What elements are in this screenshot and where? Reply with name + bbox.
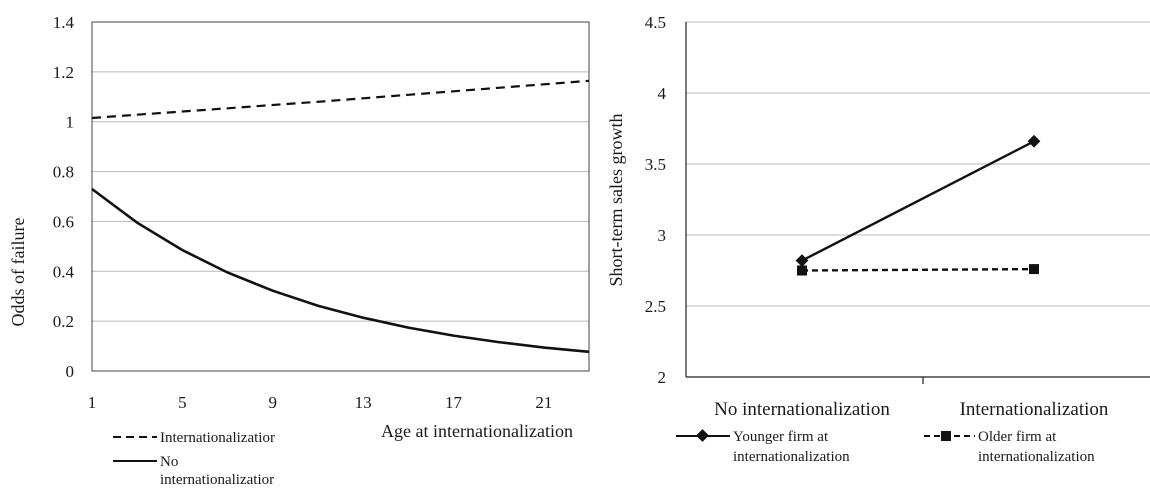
left-y-tick-label: 1 bbox=[66, 113, 75, 132]
right-y-tick-label: 2.5 bbox=[645, 297, 666, 316]
legend-no-internationalization-label-line2: internationalizatior bbox=[160, 472, 274, 488]
right-y-tick-label: 4.5 bbox=[645, 13, 666, 32]
left-y-tick-labels: 0 0.2 0.4 0.6 0.8 1 1.2 1.4 bbox=[53, 13, 75, 381]
right-x-category-label: No internationalization bbox=[714, 399, 890, 420]
right-y-tick-label: 3 bbox=[658, 226, 667, 245]
legend-younger-label-line2: internationalization bbox=[733, 449, 850, 465]
right-y-tick-label: 2 bbox=[658, 368, 667, 387]
left-y-tick-label: 0 bbox=[66, 362, 75, 381]
left-y-tick-label: 0.2 bbox=[53, 312, 74, 331]
older-firm-point bbox=[1029, 264, 1039, 275]
legend-internationalization-label: Internationalizatior bbox=[160, 430, 275, 446]
no-internationalization-line bbox=[91, 187, 590, 354]
left-x-tick-labels: 1 5 9 13 17 21 bbox=[88, 393, 553, 412]
left-x-axis-title: Age at internationalization bbox=[381, 421, 573, 441]
left-y-tick-label: 1.2 bbox=[53, 63, 74, 82]
left-x-tick-label: 9 bbox=[268, 393, 277, 412]
left-y-tick-label: 0.6 bbox=[53, 212, 74, 231]
younger-firm-line bbox=[801, 140, 1035, 262]
legend-younger-label-line1: Younger firm at bbox=[733, 429, 829, 445]
left-legend: Internationalizatior No internationaliza… bbox=[113, 430, 275, 488]
left-y-tick-label: 0.8 bbox=[53, 163, 74, 182]
legend-older-label-line2: internationalization bbox=[978, 449, 1095, 465]
right-series-lines bbox=[795, 134, 1041, 276]
right-x-category-label: Internationalization bbox=[960, 399, 1109, 420]
left-series-lines bbox=[91, 79, 590, 354]
younger-firm-point bbox=[795, 254, 809, 267]
left-x-tick-label: 21 bbox=[535, 393, 552, 412]
older-firm-point bbox=[797, 265, 807, 276]
left-x-tick-label: 1 bbox=[88, 393, 97, 412]
right-y-tick-label: 4 bbox=[658, 84, 667, 103]
internationalization-line bbox=[91, 79, 590, 120]
right-x-category-labels: No internationalization Internationalizat… bbox=[714, 399, 1109, 420]
younger-firm-point bbox=[1027, 134, 1041, 148]
left-y-tick-label: 0.4 bbox=[53, 262, 75, 281]
left-x-tick-label: 17 bbox=[445, 393, 463, 412]
left-y-tick-label: 1.4 bbox=[53, 13, 75, 32]
right-legend: Younger firm at internationalization Old… bbox=[676, 429, 1095, 465]
legend-no-internationalization-label-line1: No bbox=[160, 454, 178, 470]
legend-older-square-marker bbox=[941, 431, 951, 441]
older-firm-line bbox=[801, 267, 1035, 272]
right-y-tick-labels: 2 2.5 3 3.5 4 4.5 bbox=[645, 13, 667, 387]
right-y-axis-title: Short-term sales growth bbox=[606, 114, 626, 287]
right-gridlines bbox=[686, 21, 1150, 307]
left-plot-frame bbox=[91, 21, 590, 372]
sales-growth-chart: 2 2.5 3 3.5 4 4.5 No internationalization Inte… bbox=[606, 13, 1150, 465]
legend-older-label-line1: Older firm at bbox=[978, 429, 1057, 445]
left-x-tick-label: 5 bbox=[178, 393, 187, 412]
odds-of-failure-chart: 0 0.2 0.4 0.6 0.8 1 1.2 1.4 1 5 9 13 17 21 Odds of f… bbox=[8, 13, 590, 488]
legend-younger-diamond-marker bbox=[696, 429, 709, 442]
right-y-tick-label: 3.5 bbox=[645, 155, 666, 174]
left-y-axis-title: Odds of failure bbox=[8, 218, 28, 327]
left-x-tick-label: 13 bbox=[355, 393, 372, 412]
left-gridlines bbox=[92, 71, 589, 322]
